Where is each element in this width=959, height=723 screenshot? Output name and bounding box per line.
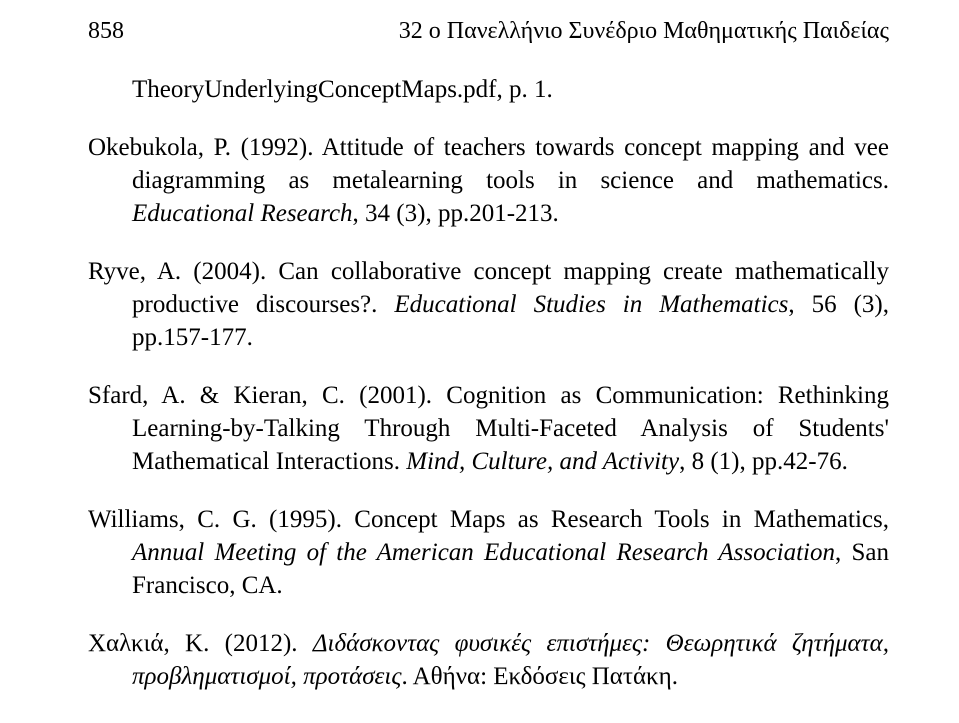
reference-item: Sfard, A. & Kieran, C. (2001). Cognition… <box>88 379 889 478</box>
reference-item: Williams, C. G. (1995). Concept Maps as … <box>88 503 889 602</box>
ref-text: . Αθήνα: Εκδόσεις Πατάκη. <box>401 663 678 690</box>
ref-italic: Mind, Culture, and Activity <box>406 448 679 475</box>
page-number: 858 <box>88 18 124 45</box>
ref-text: TheoryUnderlyingConceptMaps.pdf, p. 1. <box>132 76 553 103</box>
page-header: 858 32 ο Πανελλήνιο Συνέδριο Μαθηματικής… <box>88 18 889 45</box>
reference-item: Ryve, A. (2004). Can collaborative conce… <box>88 255 889 354</box>
ref-italic: Educational Studies in Mathematics <box>394 291 788 318</box>
reference-item: Okebukola, P. (1992). Attitude of teache… <box>88 131 889 230</box>
reference-continuation: TheoryUnderlyingConceptMaps.pdf, p. 1. <box>88 73 889 106</box>
ref-italic: Educational Research <box>132 200 353 227</box>
page: 858 32 ο Πανελλήνιο Συνέδριο Μαθηματικής… <box>0 0 959 723</box>
ref-text: Χαλκιά, Κ. (2012). <box>88 630 313 657</box>
ref-text: , 8 (1), pp.42-76. <box>679 448 848 475</box>
header-title: 32 ο Πανελλήνιο Συνέδριο Μαθηματικής Παι… <box>399 18 889 45</box>
ref-text: , 34 (3), pp.201-213. <box>353 200 559 227</box>
ref-text: Okebukola, P. (1992). Attitude of teache… <box>88 134 889 194</box>
ref-italic: Annual Meeting of the American Education… <box>132 539 835 566</box>
ref-text: Williams, C. G. (1995). Concept Maps as … <box>88 506 889 533</box>
reference-item: Χαλκιά, Κ. (2012). Διδάσκοντας φυσικές ε… <box>88 627 889 693</box>
